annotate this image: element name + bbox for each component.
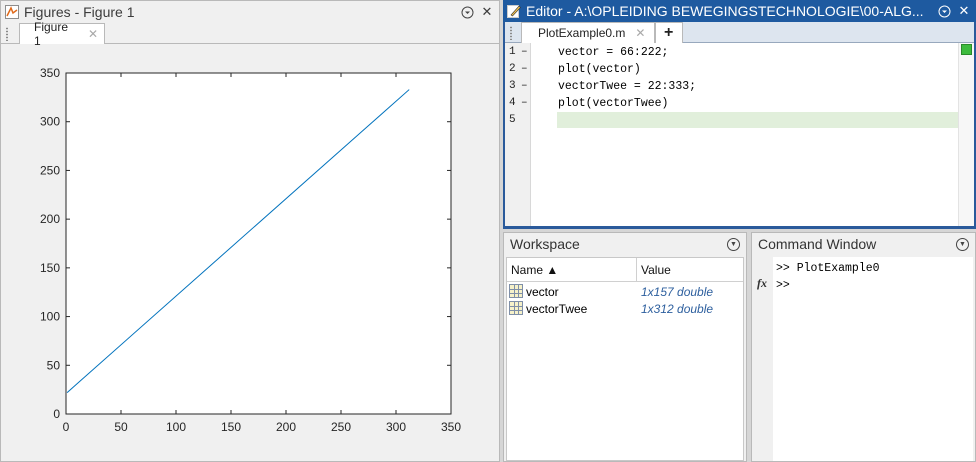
code-analyzer-ok-icon[interactable] (961, 44, 972, 55)
workspace-panel: Workspace ▼ Name ▲ Value vector 1x157 do… (503, 232, 747, 462)
workspace-table[interactable]: Name ▲ Value vector 1x157 double vectorT… (506, 257, 744, 461)
y-tick-label: 200 (40, 212, 60, 226)
command-window-title: Command Window (758, 236, 877, 252)
line-gutter (505, 43, 531, 226)
panel-menu-icon[interactable]: ▼ (956, 237, 969, 251)
x-tick-label: 150 (221, 420, 241, 434)
add-tab-button[interactable]: + (655, 22, 683, 43)
editor-icon (506, 3, 522, 19)
column-header-name[interactable]: Name ▲ (511, 263, 559, 277)
variable-name: vectorTwee (526, 302, 588, 316)
figures-titlebar: Figures - Figure 1 ✕ (1, 1, 499, 23)
code-line[interactable]: plot(vectorTwee) (558, 97, 669, 110)
breakpoint-marker[interactable]: – (521, 63, 528, 75)
x-tick-label: 200 (276, 420, 296, 434)
variable-value: 1x312 double (641, 302, 714, 316)
close-panel-button[interactable]: ✕ (481, 4, 493, 19)
line-number: 3 (509, 80, 516, 92)
column-divider[interactable] (636, 258, 637, 282)
current-line-highlight (557, 112, 958, 128)
x-tick-label: 250 (331, 420, 351, 434)
editor-titlebar: Editor - A:\OPLEIDING BEWEGINGSTECHNOLOG… (503, 0, 976, 22)
workspace-title: Workspace (510, 236, 580, 252)
tab-label: Figure 1 (34, 20, 69, 48)
breakpoint-marker[interactable]: – (521, 80, 528, 92)
tab-label: PlotExample0.m (538, 26, 626, 40)
panel-menu-icon[interactable] (459, 4, 475, 20)
line-number: 1 (509, 46, 516, 58)
close-panel-button[interactable]: ✕ (958, 3, 970, 18)
y-tick-label: 0 (53, 407, 60, 421)
grip-icon[interactable] (5, 27, 9, 41)
editor-scrollbar[interactable] (958, 43, 974, 226)
y-tick-label: 250 (40, 163, 60, 177)
x-tick-label: 350 (441, 420, 461, 434)
series-line (66, 89, 410, 393)
line-number: 5 (509, 114, 516, 126)
x-tick-label: 300 (386, 420, 406, 434)
command-window-panel: Command Window ▼ fx >> PlotExample0 >> (751, 232, 976, 462)
table-header: Name ▲ Value (507, 258, 743, 282)
figures-panel: Figures - Figure 1 ✕ Figure 1 ✕ 0 50 100 15… (0, 0, 500, 462)
code-line[interactable]: vector = 66:222; (558, 46, 669, 59)
variable-name: vector (526, 285, 559, 299)
code-editor[interactable]: 1 – vector = 66:222; 2 – plot(vector) 3 … (505, 43, 974, 226)
figures-title: Figures - Figure 1 (24, 4, 135, 20)
editor-tabstrip: PlotExample0.m ✕ + (505, 22, 974, 43)
line-chart: 0 50 100 150 200 250 300 350 0 50 100 150 200 250 300 3… (40, 66, 461, 434)
command-window-body[interactable]: fx >> PlotExample0 >> (754, 257, 973, 461)
command-prompt[interactable]: >> (776, 279, 790, 292)
editor-title: Editor - A:\OPLEIDING BEWEGINGSTECHNOLOG… (526, 3, 924, 19)
breakpoint-marker[interactable]: – (521, 97, 528, 109)
axes-box (65, 72, 452, 415)
workspace-titlebar: Workspace ▼ (504, 233, 746, 255)
line-number: 4 (509, 97, 516, 109)
editor-panel: Editor - A:\OPLEIDING BEWEGINGSTECHNOLOG… (503, 0, 976, 229)
fx-gutter: fx (754, 257, 773, 461)
tab-figure-1[interactable]: Figure 1 ✕ (19, 20, 105, 48)
y-tick-label: 150 (40, 261, 60, 275)
variable-icon (509, 301, 523, 315)
panel-menu-icon[interactable]: ▼ (727, 237, 740, 251)
figures-tabstrip: Figure 1 ✕ (1, 20, 499, 48)
close-tab-icon[interactable]: ✕ (87, 27, 98, 41)
x-tick-label: 50 (114, 420, 128, 434)
plot-area[interactable]: 0 50 100 150 200 250 300 350 0 50 100 150 200 250 300 3… (2, 45, 499, 461)
tab-plotexample0[interactable]: PlotExample0.m ✕ (521, 22, 655, 43)
table-row[interactable]: vectorTwee 1x312 double (507, 300, 743, 317)
matlab-figure-icon (4, 4, 20, 20)
panel-menu-icon[interactable] (936, 3, 952, 19)
function-browser-icon[interactable]: fx (757, 276, 767, 290)
code-line[interactable]: vectorTwee = 22:333; (558, 80, 697, 93)
variable-value: 1x157 double (641, 285, 714, 299)
column-header-value[interactable]: Value (641, 263, 671, 277)
table-row[interactable]: vector 1x157 double (507, 283, 743, 300)
x-tick-label: 0 (63, 420, 70, 434)
y-tick-label: 300 (40, 115, 60, 129)
close-tab-icon[interactable]: ✕ (635, 26, 646, 40)
y-tick-label: 100 (40, 310, 60, 324)
variable-icon (509, 284, 523, 298)
breakpoint-marker[interactable]: – (521, 46, 528, 58)
command-window-titlebar: Command Window ▼ (752, 233, 975, 255)
code-line[interactable]: plot(vector) (558, 63, 641, 76)
x-tick-label: 100 (166, 420, 186, 434)
y-tick-label: 50 (47, 358, 61, 372)
line-number: 2 (509, 63, 516, 75)
grip-icon[interactable] (509, 26, 513, 40)
y-tick-label: 350 (40, 66, 60, 80)
command-history-line: >> PlotExample0 (776, 262, 880, 275)
